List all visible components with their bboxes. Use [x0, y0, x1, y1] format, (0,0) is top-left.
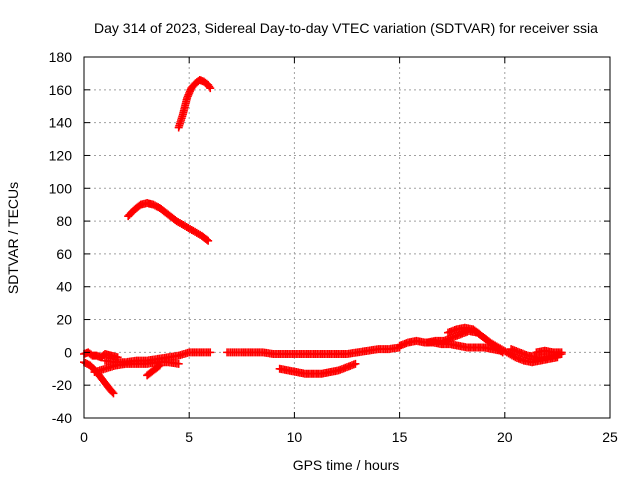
data-point — [557, 348, 566, 357]
data-point — [155, 361, 164, 370]
y-tick-label: 180 — [49, 49, 73, 65]
y-tick-label: 100 — [49, 180, 73, 196]
y-axis-label: SDTVAR / TECUs — [5, 182, 21, 294]
x-tick-label: 10 — [287, 429, 303, 445]
data-point — [109, 389, 118, 398]
series-arc-late-4 — [507, 345, 566, 362]
x-axis-label: GPS time / hours — [293, 457, 400, 473]
x-tick-label: 15 — [392, 429, 408, 445]
x-tick-label: 20 — [497, 429, 513, 445]
data-point — [206, 348, 215, 357]
series-arc-high — [174, 75, 215, 132]
y-tick-label: 120 — [49, 147, 73, 163]
data-point — [351, 359, 360, 368]
x-axis: 0 5 10 15 20 25 — [80, 57, 618, 445]
y-tick-label: 140 — [49, 115, 73, 131]
data-point — [206, 84, 215, 93]
y-tick-label: -40 — [52, 410, 72, 426]
series-arc-late-5 — [532, 346, 566, 357]
x-tick-label: 5 — [185, 429, 193, 445]
series-arc-near-zero-5 — [143, 361, 164, 380]
data-point — [108, 388, 117, 397]
series-arc-center — [223, 343, 404, 359]
y-tick-label: 20 — [56, 312, 72, 328]
series-arc-near-zero-4 — [101, 348, 215, 367]
data-point — [174, 359, 183, 368]
y-tick-label: 160 — [49, 82, 73, 98]
y-tick-label: 0 — [64, 344, 72, 360]
data-point — [154, 362, 163, 371]
series-layer — [80, 75, 566, 398]
y-tick-label: 80 — [56, 213, 72, 229]
y-tick-label: 60 — [56, 246, 72, 262]
data-point — [204, 236, 213, 245]
x-tick-label: 25 — [602, 429, 618, 445]
y-tick-label: 40 — [56, 279, 72, 295]
chart-title: Day 314 of 2023, Sidereal Day-to-day VTE… — [94, 20, 598, 36]
y-axis: -40 -20 0 20 40 60 80 100 120 140 160 180 — [49, 49, 610, 426]
x-tick-label: 0 — [80, 429, 88, 445]
plot-border — [83, 56, 611, 419]
y-tick-label: -20 — [52, 377, 72, 393]
series-arc-mid — [124, 199, 213, 245]
series-arc-dip — [275, 359, 360, 378]
data-point — [205, 82, 214, 91]
data-point — [202, 235, 211, 244]
